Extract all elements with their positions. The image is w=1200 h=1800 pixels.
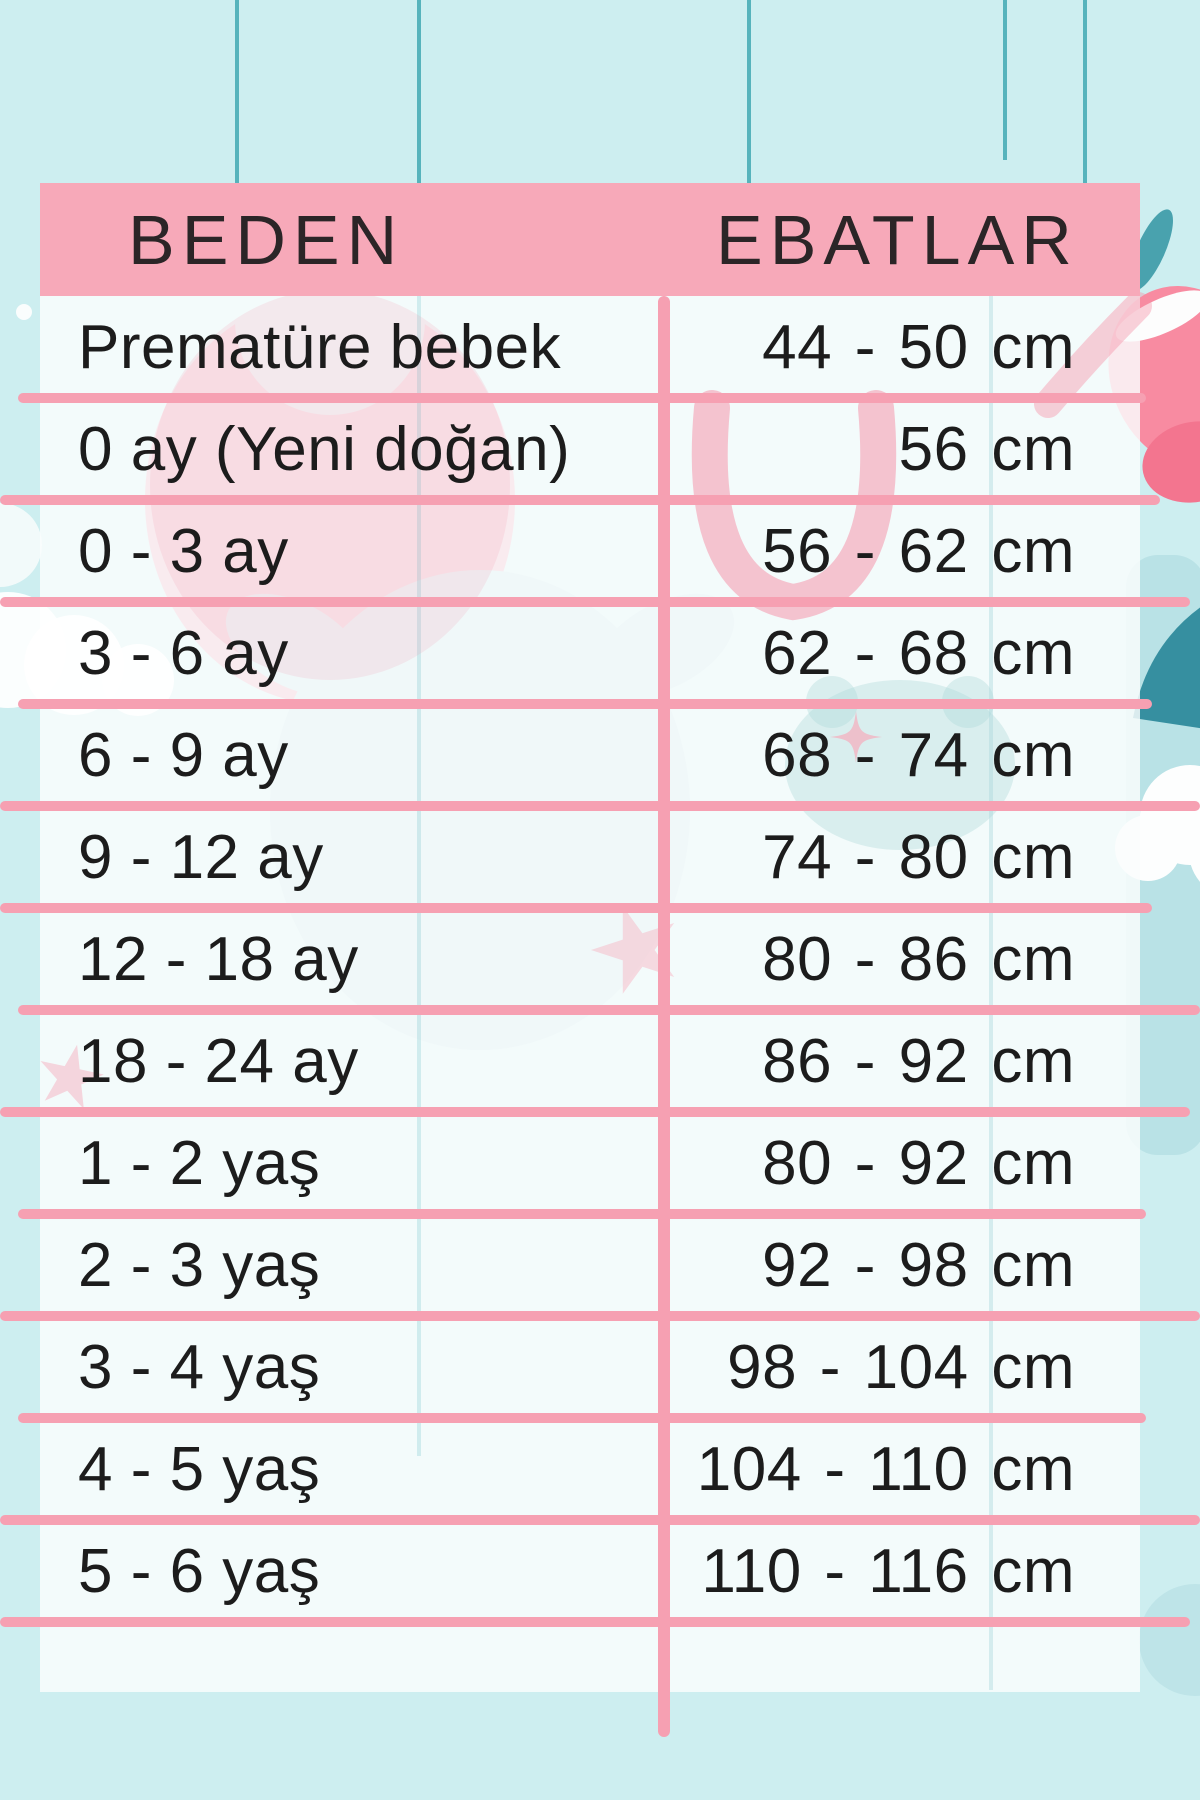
decor-star-illustration — [40, 1044, 104, 1110]
row-divider-line — [0, 1617, 1190, 1627]
row-divider-line — [0, 1311, 1200, 1321]
decor-bib-illustration — [150, 290, 510, 680]
size-column-header: BEDEN — [128, 200, 405, 279]
size-cell: 12 - 18 ay — [78, 924, 359, 994]
range-cell: 86 - 92 cm — [762, 1026, 1075, 1096]
row-divider-line — [0, 597, 1190, 607]
decor-cloud-illustration — [0, 503, 42, 587]
range-cell: 44 - 50 cm — [762, 312, 1075, 382]
table-background — [40, 296, 1140, 1692]
table-row: 3 - 4 yaş 98 - 104 cm — [40, 1316, 1140, 1418]
table-row: 18 - 24 ay 86 - 92 cm — [40, 1010, 1140, 1112]
range-cell: 80 - 92 cm — [762, 1128, 1075, 1198]
table-row: 6 - 9 ay 68 - 74 cm — [40, 704, 1140, 806]
range-cell: 104 - 110 cm — [696, 1434, 1075, 1504]
table-row: 2 - 3 yaş 92 - 98 cm — [40, 1214, 1140, 1316]
row-divider-line — [0, 903, 1152, 913]
table-row: Prematüre bebek 44 - 50 cm — [40, 296, 1140, 398]
range-cell: 98 - 104 cm — [727, 1332, 1075, 1402]
row-divider-line — [18, 1005, 1200, 1015]
table-row: 1 - 2 yaş 80 - 92 cm — [40, 1112, 1140, 1214]
size-cell: 18 - 24 ay — [78, 1026, 359, 1096]
decor-teal-wave-illustration — [1133, 607, 1200, 729]
size-cell: 3 - 6 ay — [78, 618, 289, 688]
hanging-string-line — [747, 0, 751, 184]
size-cell: 3 - 4 yaş — [78, 1332, 321, 1402]
dimensions-column-header: EBATLAR — [716, 200, 1079, 279]
decor-teal-cloud-illustration — [1139, 1584, 1200, 1696]
hanging-string-line — [1083, 0, 1087, 184]
row-divider-line — [0, 801, 1200, 811]
hanging-string-line — [417, 296, 421, 1456]
table-row: 9 - 12 ay 74 - 80 cm — [40, 806, 1140, 908]
table-row: 12 - 18 ay 80 - 86 cm — [40, 908, 1140, 1010]
row-divider-line — [18, 699, 1152, 709]
hanging-string-line — [417, 0, 421, 184]
row-divider-line — [18, 1413, 1146, 1423]
decor-leaf-illustration — [1129, 209, 1173, 291]
row-divider-line — [18, 1209, 1146, 1219]
table-row: 3 - 6 ay 62 - 68 cm — [40, 602, 1140, 704]
hanging-string-line — [235, 0, 239, 184]
decor-star-illustration — [591, 906, 675, 994]
range-cell: 62 - 68 cm — [762, 618, 1075, 688]
range-cell: 68 - 74 cm — [762, 720, 1075, 790]
table-row: 4 - 5 yaş 104 - 110 cm — [40, 1418, 1140, 1520]
decor-dot — [16, 304, 32, 320]
range-cell: 74 - 80 cm — [762, 822, 1075, 892]
size-cell: 9 - 12 ay — [78, 822, 324, 892]
row-divider-line — [0, 1107, 1190, 1117]
table-row: 5 - 6 yaş 110 - 116 cm — [40, 1520, 1140, 1622]
row-divider-line — [0, 1515, 1200, 1525]
decor-sparkle-star-illustration — [830, 711, 882, 763]
column-divider-line — [658, 296, 670, 1737]
range-cell: 56 cm — [898, 414, 1075, 484]
table-row: 0 - 3 ay 56 - 62 cm — [40, 500, 1140, 602]
table-row: 0 ay (Yeni doğan) 56 cm — [40, 398, 1140, 500]
range-cell: 80 - 86 cm — [762, 924, 1075, 994]
size-cell: 2 - 3 yaş — [78, 1230, 321, 1300]
size-cell: 6 - 9 ay — [78, 720, 289, 790]
range-cell: 56 - 62 cm — [762, 516, 1075, 586]
hanging-string-line — [989, 296, 993, 1690]
range-cell: 92 - 98 cm — [762, 1230, 1075, 1300]
size-cell: 0 - 3 ay — [78, 516, 289, 586]
decor-cloud-illustration — [0, 592, 174, 716]
size-cell: Prematüre bebek — [78, 312, 562, 382]
size-cell: 5 - 6 yaş — [78, 1536, 321, 1606]
size-cell: 0 ay (Yeni doğan) — [78, 414, 571, 484]
decor-bottle-swoosh — [1034, 292, 1152, 418]
row-divider-line — [0, 495, 1160, 505]
size-cell: 1 - 2 yaş — [78, 1128, 321, 1198]
hanging-string-line — [1003, 0, 1007, 160]
range-cell: 110 - 116 cm — [701, 1536, 1075, 1606]
table-header-band: BEDEN EBATLAR — [40, 183, 1140, 296]
row-divider-line — [18, 393, 1146, 403]
decor-cloud-illustration — [1115, 765, 1200, 882]
size-cell: 4 - 5 yaş — [78, 1434, 321, 1504]
